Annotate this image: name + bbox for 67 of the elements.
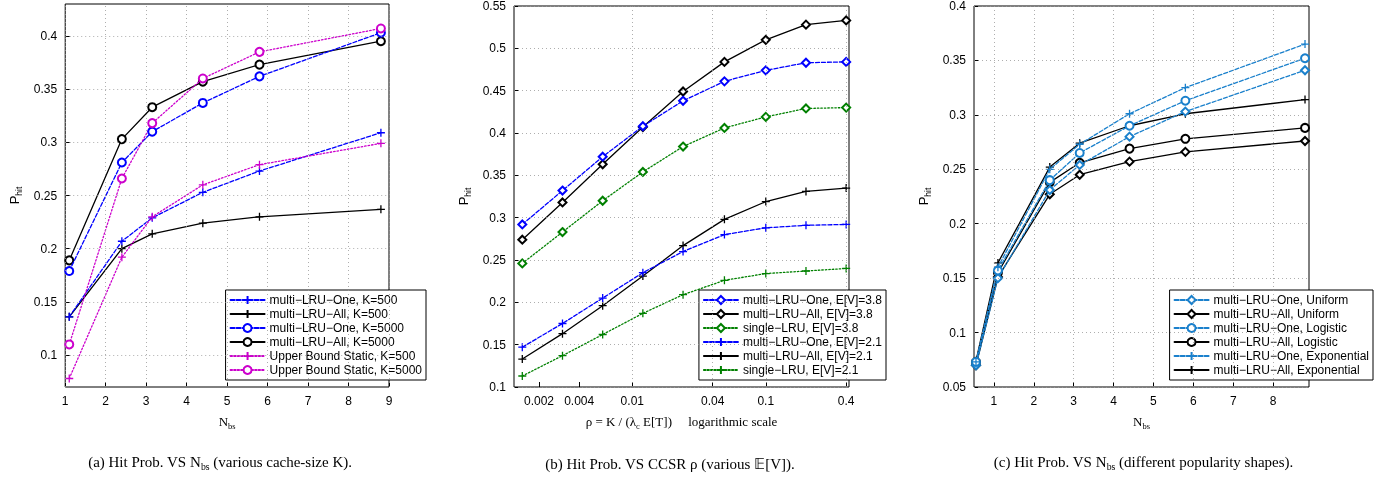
- legend-label: multi−LRU−All, Logistic: [1213, 335, 1338, 349]
- legend-label: multi−LRU−All, Exponential: [1213, 363, 1360, 377]
- x-tick-label: 5: [1150, 394, 1158, 408]
- x-tick-label: 4: [1110, 394, 1118, 408]
- y-tick-label: 0.1: [40, 348, 58, 363]
- x-tick-label: 0.01: [620, 394, 645, 408]
- x-tick-label: 1: [61, 394, 69, 408]
- legend-label: multi−LRU−One, Logistic: [1213, 321, 1347, 335]
- y-tick-label: 0.15: [942, 271, 967, 286]
- legend-label: multi−LRU−All, K=5000: [269, 335, 395, 349]
- legend-label: multi−LRU−One, E[V]=2.1: [742, 335, 883, 349]
- legend-label: Upper Bound Static, K=5000: [269, 363, 423, 377]
- x-tick-label: 0.4: [837, 394, 855, 408]
- y-tick-label: 0.4: [949, 0, 967, 13]
- legend-label: Upper Bound Static, K=500: [269, 349, 416, 363]
- y-tick-label: 0.3: [40, 135, 58, 150]
- x-tick-label: 0.004: [564, 394, 595, 408]
- y-tick-label: 0.25: [942, 162, 967, 177]
- legend-label: multi−LRU−All, K=500: [269, 307, 389, 321]
- y-tick-label: 0.5: [489, 41, 507, 56]
- y-tick-label: 0.2: [40, 241, 58, 256]
- y-tick-label: 0.3: [949, 107, 967, 122]
- x-tick-label: 2: [102, 394, 110, 408]
- y-tick-label: 0.1: [949, 325, 967, 340]
- x-tick-label: 6: [264, 394, 272, 408]
- y-tick-label: 0.25: [482, 253, 507, 267]
- y-tick-label: 0.15: [33, 294, 58, 309]
- legend-label: multi−LRU−One, E[V]=3.8: [742, 293, 883, 307]
- y-tick-label: 0.55: [482, 0, 507, 13]
- x-tick-label: 0.04: [700, 394, 725, 408]
- y-tick-label: 0.35: [33, 82, 58, 97]
- y-tick-label: 0.2: [489, 295, 507, 310]
- y-tick-label: 0.4: [40, 28, 58, 43]
- legend-label: multi−LRU−All, E[V]=2.1: [742, 349, 873, 363]
- y-tick-label: 0.3: [489, 210, 507, 225]
- x-tick-label: 3: [142, 394, 150, 408]
- x-tick-label: 8: [1269, 394, 1277, 408]
- y-tick-label: 0.05: [942, 380, 967, 394]
- x-tick-label: 6: [1190, 394, 1197, 408]
- x-tick-label: 0.002: [523, 394, 555, 408]
- legend-label: multi−LRU−One, Uniform: [1213, 293, 1349, 307]
- y-tick-label: 0.1: [489, 380, 507, 394]
- x-tick-label: 3: [1070, 394, 1078, 408]
- legend-label: multi−LRU−One, K=500: [269, 293, 398, 307]
- x-tick-label: 7: [1229, 394, 1237, 408]
- legend-label: multi−LRU−All, Uniform: [1213, 307, 1339, 321]
- y-tick-label: 0.15: [482, 337, 507, 352]
- legend-label: multi−LRU−One, Exponential: [1213, 349, 1369, 363]
- legend-label: multi−LRU−All, E[V]=3.8: [742, 307, 873, 321]
- y-tick-label: 0.35: [482, 168, 507, 183]
- x-tick-label: 4: [183, 394, 191, 408]
- x-tick-label: 5: [223, 394, 231, 408]
- y-tick-label: 0.45: [482, 83, 507, 98]
- x-tick-label: 7: [304, 394, 312, 408]
- y-tick-label: 0.2: [949, 216, 967, 231]
- y-tick-label: 0.35: [942, 53, 967, 68]
- x-tick-label: 8: [345, 394, 353, 408]
- x-tick-label: 0.1: [757, 394, 775, 408]
- y-tick-label: 0.4: [489, 126, 507, 140]
- x-tick-label: 2: [1030, 394, 1038, 408]
- legend-label: multi−LRU−One, K=5000: [269, 321, 405, 335]
- legend-label: single−LRU, E[V]=2.1: [742, 363, 859, 377]
- text: (b) Hit Prob. VS CCSR ρ (various 𝔼[V]).: [545, 455, 795, 473]
- x-tick-label: 1: [990, 394, 998, 408]
- y-tick-label: 0.25: [33, 188, 58, 203]
- legend-label: single−LRU, E[V]=3.8: [742, 321, 859, 335]
- x-tick-label: 9: [385, 394, 393, 408]
